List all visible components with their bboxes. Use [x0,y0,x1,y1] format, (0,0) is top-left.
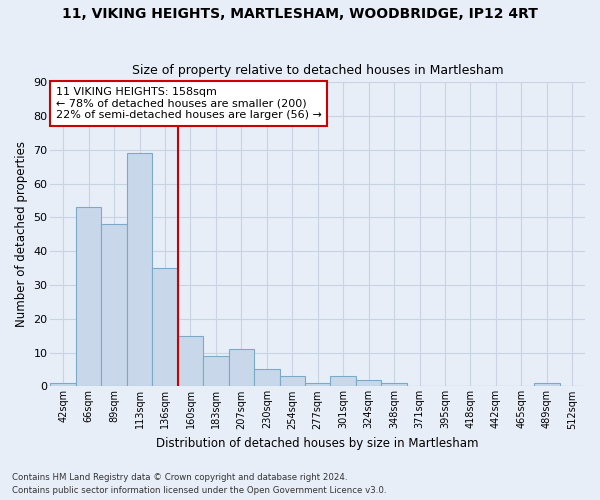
Bar [178,336,203,386]
Text: 11, VIKING HEIGHTS, MARTLESHAM, WOODBRIDGE, IP12 4RT: 11, VIKING HEIGHTS, MARTLESHAM, WOODBRID… [62,8,538,22]
Bar [305,383,331,386]
Bar [280,376,305,386]
Bar [356,380,382,386]
Bar [229,349,254,387]
Text: 11 VIKING HEIGHTS: 158sqm
← 78% of detached houses are smaller (200)
22% of semi: 11 VIKING HEIGHTS: 158sqm ← 78% of detac… [56,87,322,120]
Bar [382,383,407,386]
Bar [254,370,280,386]
Bar [101,224,127,386]
Bar [127,154,152,386]
Bar [76,208,101,386]
X-axis label: Distribution of detached houses by size in Martlesham: Distribution of detached houses by size … [157,437,479,450]
Bar [534,383,560,386]
Bar [50,383,76,386]
Text: Contains HM Land Registry data © Crown copyright and database right 2024.
Contai: Contains HM Land Registry data © Crown c… [12,474,386,495]
Title: Size of property relative to detached houses in Martlesham: Size of property relative to detached ho… [132,64,503,77]
Bar [203,356,229,386]
Y-axis label: Number of detached properties: Number of detached properties [15,142,28,328]
Bar [152,268,178,386]
Bar [331,376,356,386]
